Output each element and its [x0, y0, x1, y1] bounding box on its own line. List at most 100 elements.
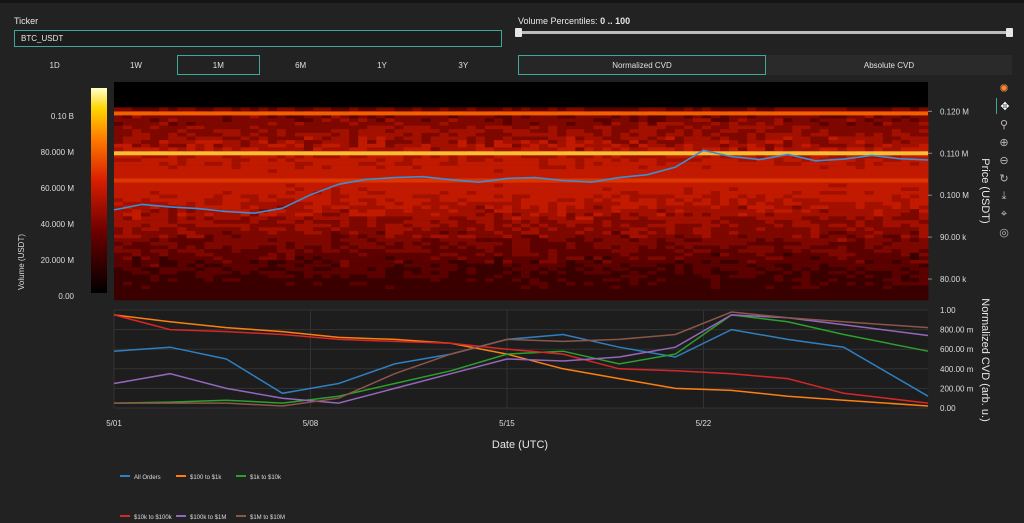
heatmap-cell — [430, 187, 441, 192]
heatmap-cell — [213, 238, 223, 243]
heatmap-cell — [837, 118, 848, 123]
heatmap-cell — [665, 289, 676, 293]
heatmap-cell — [204, 154, 214, 159]
heatmap-cell — [656, 140, 667, 144]
heatmap-cell — [738, 212, 748, 217]
heatmap-cell — [484, 281, 495, 286]
heatmap-cell — [258, 270, 269, 275]
heatmap-cell — [819, 270, 829, 275]
heatmap-cell — [837, 161, 848, 166]
heatmap-cell — [439, 209, 450, 214]
heatmap-cell — [141, 263, 151, 268]
heatmap-cell — [873, 227, 884, 232]
heatmap-cell — [466, 118, 477, 123]
heatmap-cell — [792, 176, 802, 181]
heatmap-cell — [566, 118, 576, 123]
heatmap-cell — [267, 187, 278, 192]
heatmap-cell — [457, 201, 468, 206]
heatmap-cell — [738, 205, 748, 210]
hover-icon[interactable]: ◎ — [999, 226, 1009, 239]
heatmap-cell — [412, 281, 422, 286]
heatmap-cell — [882, 270, 893, 275]
heatmap-cell — [909, 263, 920, 268]
tab-3y[interactable]: 3Y — [458, 60, 469, 70]
heatmap-cell — [213, 278, 223, 283]
heatmap-cell — [231, 132, 242, 137]
heatmap-cell — [294, 147, 305, 152]
heatmap-cell — [186, 125, 196, 130]
heatmap-cell — [819, 172, 829, 177]
reset-axes-icon[interactable]: ↻ — [999, 172, 1009, 185]
slider-handle-high[interactable] — [1006, 28, 1013, 37]
pan-icon[interactable]: ✥ — [996, 98, 1013, 114]
heatmap-cell — [692, 198, 703, 203]
tab-6m[interactable]: 6M — [295, 60, 307, 70]
plotly-logo-icon[interactable]: ✺ — [999, 82, 1009, 95]
zoom-icon[interactable]: ⚲ — [999, 118, 1009, 131]
heatmap-cell — [231, 183, 242, 188]
slider-handle-low[interactable] — [515, 28, 522, 37]
heatmap-cell — [403, 292, 413, 297]
heatmap-cell — [710, 231, 721, 235]
heatmap-cell — [891, 238, 902, 243]
zoom-out-icon[interactable]: ⊖ — [999, 154, 1009, 167]
heatmap-cell — [584, 292, 594, 297]
heatmap-cell — [656, 205, 667, 210]
heatmap-cell — [566, 256, 576, 261]
heatmap-cell — [864, 172, 875, 177]
heatmap-cell — [882, 296, 893, 301]
ticker-input[interactable] — [14, 30, 502, 47]
heatmap-cell — [710, 201, 721, 206]
heatmap-cell — [729, 212, 739, 217]
heatmap-cell — [466, 256, 477, 261]
tab-1d[interactable]: 1D — [49, 60, 60, 70]
heatmap-cell — [276, 187, 287, 192]
tab-1y[interactable]: 1Y — [377, 60, 387, 70]
heatmap-cell — [638, 292, 649, 297]
heatmap-cell — [774, 176, 784, 181]
toggle-spike-icon[interactable]: ⌖ — [1000, 207, 1008, 220]
heatmap-cell — [909, 274, 920, 279]
heatmap-cell — [123, 285, 133, 290]
tab-absolute-cvd[interactable]: Absolute CVD — [766, 55, 1012, 75]
volume-heatmap[interactable] — [113, 82, 929, 301]
heatmap-cell — [665, 223, 676, 228]
heatmap-cell — [394, 241, 404, 246]
heatmap-cell — [484, 114, 495, 119]
heatmap-cell — [792, 191, 802, 195]
heatmap-cell — [729, 231, 739, 235]
heatmap-cell — [575, 198, 585, 203]
heatmap-cell — [900, 183, 911, 188]
heatmap-cell — [701, 201, 712, 206]
heatmap-cell — [837, 165, 848, 170]
heatmap-cell — [168, 147, 178, 152]
heatmap-cell — [602, 183, 612, 188]
tab-1m[interactable]: 1M — [176, 55, 260, 75]
heatmap-cell — [692, 278, 703, 283]
heatmap-cell — [919, 158, 929, 163]
heatmap-cell — [195, 241, 205, 246]
heatmap-cell — [584, 223, 594, 228]
heatmap-cell — [837, 147, 848, 152]
heatmap-cell — [521, 198, 531, 203]
heatmap-cell — [909, 194, 920, 199]
zoom-in-icon[interactable]: ⊕ — [999, 136, 1009, 149]
download-icon[interactable]: ⤓ — [1001, 189, 1007, 202]
heatmap-cell — [909, 140, 920, 144]
heatmap-cell — [855, 212, 866, 217]
heatmap-cell — [919, 183, 929, 188]
heatmap-cell — [647, 238, 658, 243]
heatmap-cell — [819, 111, 829, 115]
heatmap-cell — [439, 231, 450, 235]
heatmap-cell — [502, 292, 513, 297]
heatmap-cell — [557, 194, 567, 199]
heatmap-cell — [466, 111, 477, 115]
heatmap-cell — [891, 161, 902, 166]
heatmap-cell — [150, 147, 160, 152]
heatmap-cell — [457, 238, 468, 243]
heatmap-cell — [439, 212, 450, 217]
tab-normalized-cvd[interactable]: Normalized CVD — [518, 55, 766, 75]
tab-1w[interactable]: 1W — [129, 60, 142, 70]
heatmap-cell — [602, 245, 612, 250]
